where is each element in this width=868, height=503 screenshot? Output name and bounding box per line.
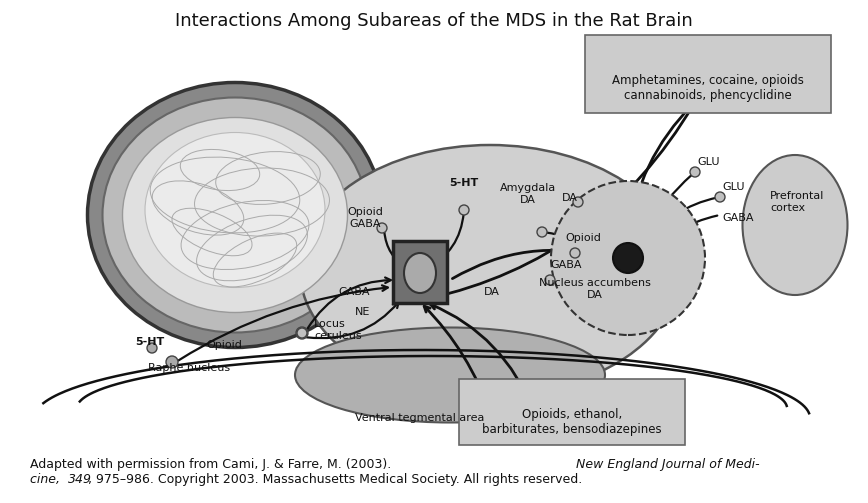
Text: Prefrontal
cortex: Prefrontal cortex <box>770 191 825 213</box>
FancyBboxPatch shape <box>459 379 685 445</box>
Text: cine,: cine, <box>30 473 64 486</box>
Text: Amphetamines, cocaine, opioids
cannabinoids, phencyclidine: Amphetamines, cocaine, opioids cannabino… <box>612 74 804 102</box>
FancyBboxPatch shape <box>585 35 831 113</box>
Circle shape <box>570 248 580 258</box>
Text: Adapted with permission from Cami, J. & Farre, M. (2003).: Adapted with permission from Cami, J. & … <box>30 458 395 471</box>
Text: 349: 349 <box>68 473 92 486</box>
Text: Amygdala
DA: Amygdala DA <box>500 184 556 205</box>
Text: GLU: GLU <box>722 182 745 192</box>
Text: , 975–986. Copyright 2003. Massachusetts Medical Society. All rights reserved.: , 975–986. Copyright 2003. Massachusetts… <box>88 473 582 486</box>
Ellipse shape <box>102 98 367 332</box>
Ellipse shape <box>88 82 383 348</box>
Circle shape <box>297 328 307 338</box>
Circle shape <box>166 356 178 368</box>
Text: Opioids, ethanol,
barbiturates, bensodiazepines: Opioids, ethanol, barbiturates, bensodia… <box>483 408 661 436</box>
Circle shape <box>459 205 469 215</box>
Circle shape <box>551 181 705 335</box>
Text: Raphe nucleus: Raphe nucleus <box>148 363 230 373</box>
Circle shape <box>573 197 583 207</box>
Text: GLU: GLU <box>697 157 720 167</box>
Text: GABA: GABA <box>722 213 753 223</box>
Circle shape <box>690 167 700 177</box>
Circle shape <box>613 243 643 273</box>
Text: Locus
ceruleus: Locus ceruleus <box>314 319 362 341</box>
Text: DA: DA <box>484 287 500 297</box>
Text: GABA: GABA <box>339 287 370 297</box>
Circle shape <box>377 223 387 233</box>
Ellipse shape <box>295 327 605 423</box>
Circle shape <box>537 227 547 237</box>
Text: Nucleus accumbens
DA: Nucleus accumbens DA <box>539 278 651 300</box>
Text: 5-HT: 5-HT <box>135 337 165 347</box>
Circle shape <box>296 327 308 339</box>
Ellipse shape <box>122 118 347 312</box>
Circle shape <box>715 192 725 202</box>
Ellipse shape <box>742 155 847 295</box>
FancyBboxPatch shape <box>393 241 447 303</box>
Text: Opioid: Opioid <box>206 340 242 350</box>
Ellipse shape <box>145 132 325 288</box>
Text: NE: NE <box>355 307 370 317</box>
Ellipse shape <box>300 145 680 395</box>
Text: DA: DA <box>562 193 578 203</box>
Text: Interactions Among Subareas of the MDS in the Rat Brain: Interactions Among Subareas of the MDS i… <box>175 12 693 30</box>
Text: Opioid: Opioid <box>565 233 601 243</box>
Circle shape <box>545 275 555 285</box>
Circle shape <box>147 343 157 353</box>
Text: Ventral tegmental area: Ventral tegmental area <box>355 413 484 423</box>
Text: GABA: GABA <box>550 260 582 270</box>
Text: Opioid
GABA: Opioid GABA <box>347 207 383 229</box>
Ellipse shape <box>404 253 436 293</box>
Text: 5-HT: 5-HT <box>450 178 478 188</box>
Text: New England Journal of Medi-: New England Journal of Medi- <box>576 458 760 471</box>
